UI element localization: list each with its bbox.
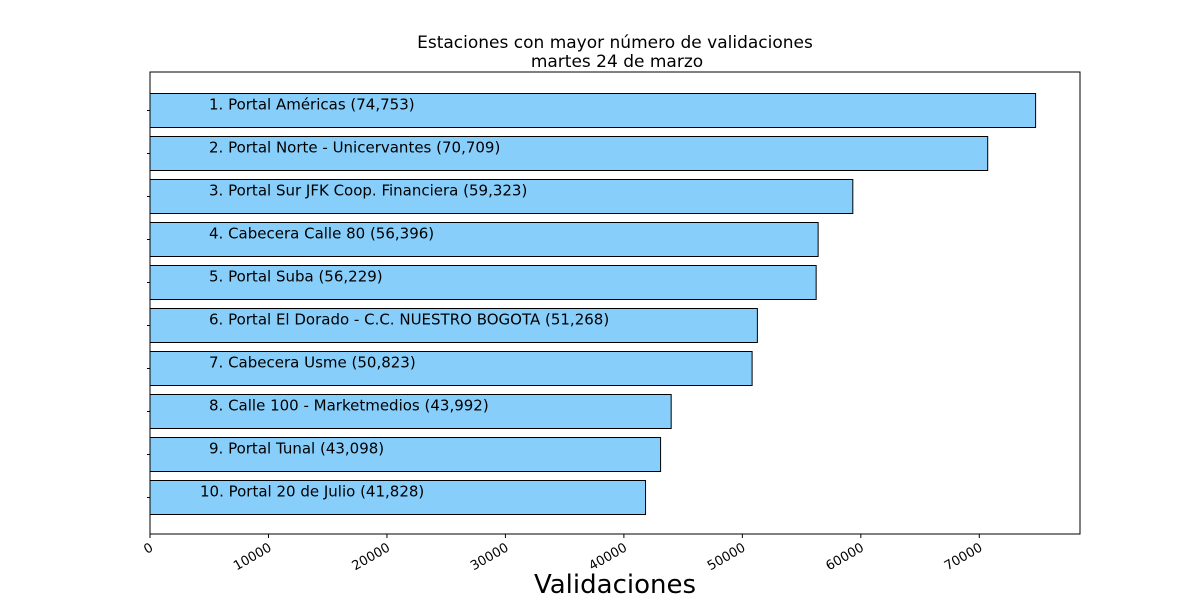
bar-label: 4. Cabecera Calle 80 (56,396) xyxy=(209,225,434,243)
bar xyxy=(149,308,758,343)
bar-label: 7. Cabecera Usme (50,823) xyxy=(209,354,416,372)
bar xyxy=(149,136,989,171)
bar xyxy=(149,93,1037,128)
bar-label: 5. Portal Suba (56,229) xyxy=(209,268,383,286)
chart-subtitle: martes 24 de marzo xyxy=(531,52,703,72)
x-tick-label: 10000 xyxy=(231,540,274,574)
plot-frame xyxy=(149,71,1081,535)
bar xyxy=(149,351,753,386)
x-tick-label: 70000 xyxy=(942,540,985,574)
bar-label: 6. Portal El Dorado - C.C. NUESTRO BOGOT… xyxy=(209,311,609,329)
bar-label: 10. Portal 20 de Julio (41,828) xyxy=(200,483,424,501)
bar-labels-group: 1. Portal Américas (74,753) 2. Portal Nor… xyxy=(200,96,609,501)
bar-label: 9. Portal Tunal (43,098) xyxy=(209,440,384,458)
bar xyxy=(149,437,662,472)
chart-title: Estaciones con mayor número de validacio… xyxy=(417,33,813,53)
x-axis-label: Validaciones xyxy=(534,570,696,600)
bars-group xyxy=(147,93,1037,515)
bar xyxy=(149,480,647,515)
x-tick-label: 0 xyxy=(141,540,156,557)
x-axis: 0 10000 20000 30000 40000 50000 60000 70000 xyxy=(141,534,985,574)
bar-label: 8. Calle 100 - Marketmedios (43,992) xyxy=(209,397,489,415)
bar xyxy=(149,222,819,257)
x-tick-label: 20000 xyxy=(350,540,393,574)
x-tick-label: 60000 xyxy=(824,540,867,574)
bar xyxy=(149,394,672,429)
bar-label: 3. Portal Sur JFK Coop. Financiera (59,3… xyxy=(209,182,527,200)
bar-label: 1. Portal Américas (74,753) xyxy=(209,96,415,114)
x-tick-label: 30000 xyxy=(468,540,511,574)
x-tick-label: 50000 xyxy=(705,540,748,574)
bar-label: 2. Portal Norte - Unicervantes (70,709) xyxy=(209,139,500,157)
